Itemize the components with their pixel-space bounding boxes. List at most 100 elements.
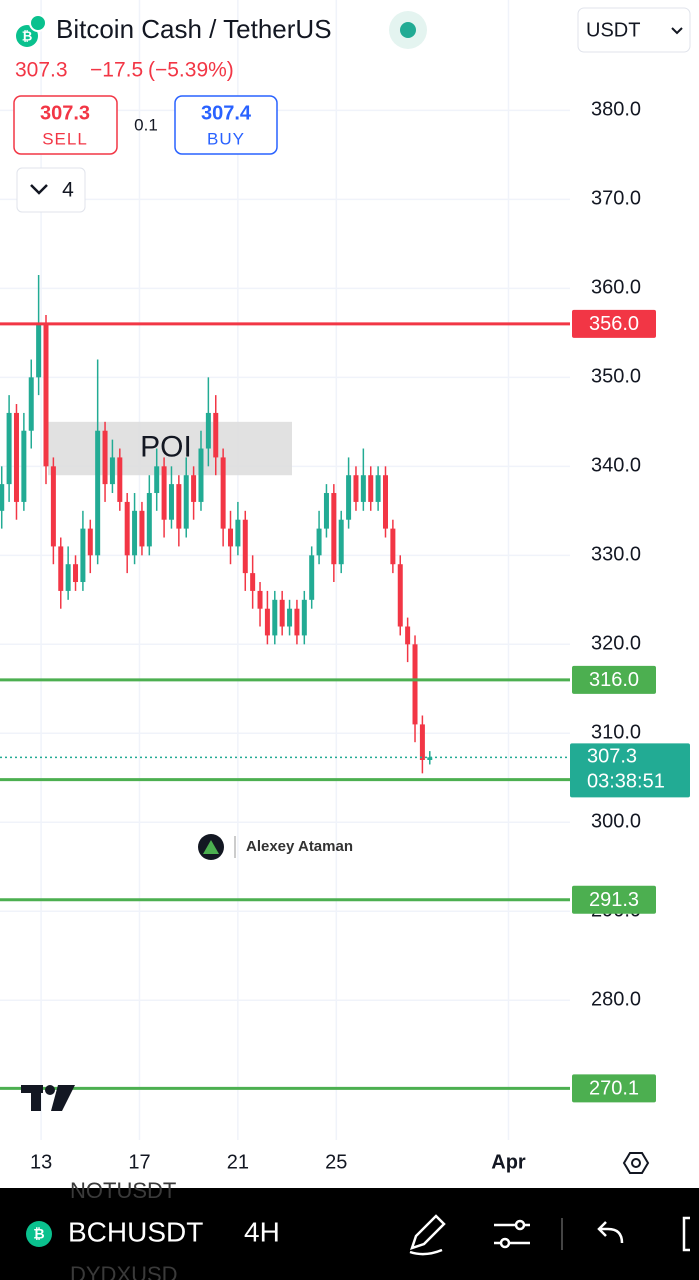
candle-body bbox=[346, 475, 352, 520]
candle-body bbox=[323, 493, 329, 529]
level-tag bbox=[572, 665, 656, 694]
countdown: 03:38:51 bbox=[587, 771, 665, 793]
candle-body bbox=[301, 599, 307, 636]
candle-body bbox=[43, 323, 49, 467]
candle-body bbox=[124, 501, 130, 556]
candle-body bbox=[360, 475, 366, 502]
indicators-toggle[interactable] bbox=[16, 167, 86, 213]
candle-body bbox=[287, 608, 293, 627]
y-tick-label: 340.0 bbox=[591, 455, 641, 477]
candle-body bbox=[117, 457, 123, 502]
symbol-title: Bitcoin Cash / TetherUS bbox=[56, 14, 332, 44]
candle-body bbox=[331, 493, 337, 565]
candle-body bbox=[95, 430, 101, 556]
candle-body bbox=[102, 430, 108, 485]
candle-body bbox=[279, 599, 285, 627]
buy-price: 307.4 bbox=[201, 102, 252, 124]
candle-body bbox=[427, 757, 433, 760]
change: −17.5 bbox=[90, 59, 143, 82]
sell-price: 307.3 bbox=[40, 102, 90, 124]
candle-body bbox=[382, 475, 388, 529]
settings-sliders[interactable] bbox=[494, 1219, 530, 1249]
y-tick-label: 360.0 bbox=[591, 277, 641, 299]
candle-body bbox=[191, 475, 197, 502]
y-tick-label: 280.0 bbox=[591, 989, 641, 1011]
candle-body bbox=[183, 475, 189, 529]
candle-body bbox=[368, 475, 374, 502]
last-price: 307.3 bbox=[15, 59, 68, 82]
buy-button[interactable] bbox=[174, 95, 278, 155]
candle-body bbox=[272, 599, 278, 636]
spread: 0.1 bbox=[134, 115, 158, 134]
candle-body bbox=[198, 448, 204, 502]
candle-body bbox=[264, 608, 270, 636]
y-tick-label: 350.0 bbox=[591, 366, 641, 388]
symbol[interactable]: BCHUSDT bbox=[68, 1216, 203, 1247]
exchange-icon bbox=[29, 14, 47, 32]
y-tick-label: 330.0 bbox=[591, 544, 641, 566]
sell-label: SELL bbox=[42, 129, 88, 148]
candle-body bbox=[338, 519, 344, 565]
chevron bbox=[671, 27, 683, 35]
candle-body bbox=[176, 484, 182, 529]
candle-body bbox=[132, 510, 138, 556]
level-tag bbox=[572, 309, 656, 338]
y-tick-label: 380.0 bbox=[591, 99, 641, 121]
candle-body bbox=[73, 564, 79, 583]
interval[interactable]: 4H bbox=[244, 1216, 280, 1247]
toolbar: NOTUSDT DYDXUSD ₿ BCHUSDT 4H bbox=[0, 1178, 699, 1280]
candle-body bbox=[36, 323, 42, 378]
x-tick-label: 17 bbox=[128, 1151, 150, 1173]
candle-body bbox=[87, 528, 93, 556]
poi-label: POI bbox=[140, 430, 192, 463]
settings-icon[interactable] bbox=[622, 1152, 650, 1174]
draw-icon[interactable] bbox=[409, 1214, 446, 1256]
candle-body bbox=[405, 626, 411, 645]
currency-label: USDT bbox=[586, 19, 640, 41]
candle-body bbox=[13, 412, 19, 502]
next-symbol: DYDXUSD bbox=[70, 1262, 178, 1280]
candle-body bbox=[205, 412, 211, 449]
candle-body bbox=[146, 493, 152, 547]
change-pct: (−5.39%) bbox=[148, 59, 234, 82]
coin-glyph: ₿ bbox=[22, 28, 33, 43]
candle-body bbox=[28, 377, 34, 431]
candle-body bbox=[6, 412, 12, 485]
candle-body bbox=[397, 564, 403, 627]
x-tick-label: 25 bbox=[325, 1151, 347, 1173]
undo-icon[interactable] bbox=[597, 1221, 624, 1244]
y-tick-label: 310.0 bbox=[591, 722, 641, 744]
candle-body bbox=[50, 466, 56, 547]
plot-area: 13172125Apr280.0290.0300.0310.0320.0330.… bbox=[0, 0, 690, 1173]
candle-body bbox=[109, 457, 115, 485]
candle-body bbox=[375, 475, 381, 502]
indicator-count: 4 bbox=[62, 179, 74, 202]
candle-body bbox=[139, 510, 145, 547]
candle-body bbox=[220, 457, 226, 529]
watermark-text: Alexey Ataman bbox=[246, 838, 353, 855]
candle-body bbox=[58, 546, 64, 591]
settings-icon-center bbox=[631, 1158, 641, 1168]
level-tag-label: 291.3 bbox=[589, 889, 639, 911]
candle-body bbox=[316, 528, 322, 556]
candle-body bbox=[228, 528, 234, 547]
currency-select[interactable] bbox=[577, 7, 691, 53]
level-tag-label: 356.0 bbox=[589, 313, 639, 335]
candle-body bbox=[21, 430, 27, 502]
header: ₿ Bitcoin Cash / TetherUS USDT 307.3 −17… bbox=[13, 7, 691, 213]
candle-body bbox=[309, 555, 315, 600]
y-tick-label: 370.0 bbox=[591, 188, 641, 210]
level-tag bbox=[572, 1074, 656, 1103]
level-tag-label: 316.0 bbox=[589, 669, 639, 691]
candle-body bbox=[168, 484, 174, 520]
candle-body bbox=[154, 466, 160, 494]
prev-symbol: NOTUSDT bbox=[70, 1178, 176, 1203]
coin-glyph: ₿ bbox=[33, 1226, 44, 1242]
toolbar-bg bbox=[0, 1188, 699, 1280]
level-tag-label: 270.1 bbox=[589, 1078, 639, 1100]
candle-body bbox=[65, 564, 71, 591]
sell-button[interactable] bbox=[13, 95, 118, 155]
fullscreen-icon[interactable] bbox=[682, 1216, 690, 1252]
